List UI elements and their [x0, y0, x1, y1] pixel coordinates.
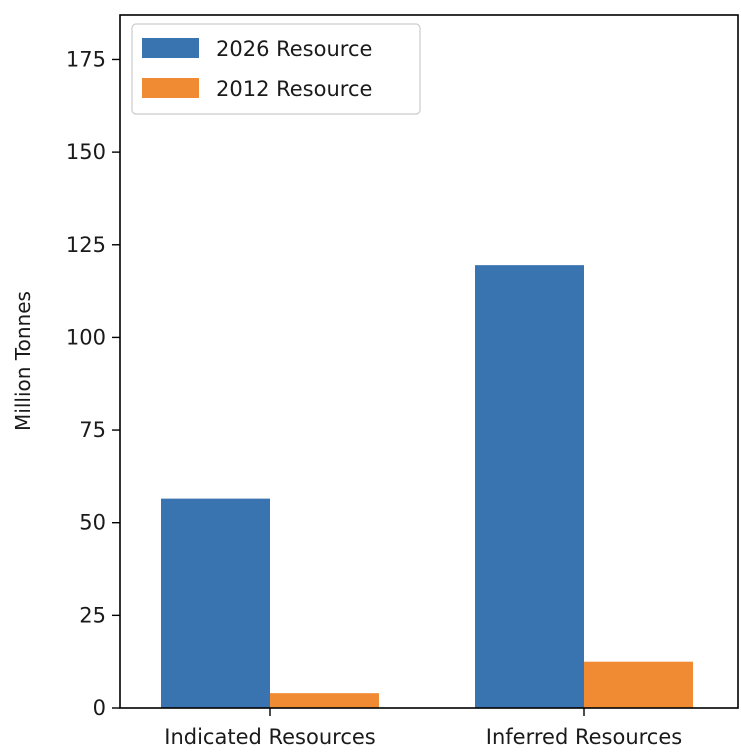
- legend-swatch: [142, 38, 199, 58]
- x-tick-label: Indicated Resources: [164, 725, 376, 749]
- y-axis: 0 25 50 75 100 125 150 175: [66, 47, 120, 720]
- y-tick-label: 125: [66, 233, 106, 257]
- bar-series-2012-indicated: [270, 693, 379, 708]
- plot-frame: [119, 14, 739, 709]
- y-tick-label: 75: [79, 418, 106, 442]
- legend-swatch: [142, 78, 199, 98]
- y-tick-label: 25: [79, 603, 106, 627]
- legend-label: 2026 Resource: [216, 37, 372, 61]
- y-tick-label: 150: [66, 140, 106, 164]
- legend-label: 2012 Resource: [216, 77, 372, 101]
- y-tick-label: 0: [93, 696, 106, 720]
- x-tick-label: Inferred Resources: [486, 725, 682, 749]
- y-tick-label: 175: [66, 47, 106, 71]
- y-axis-label: Million Tonnes: [11, 291, 35, 431]
- legend-box: [131, 23, 421, 115]
- bar-series-2026-inferred: [475, 265, 584, 708]
- legend: 2026 Resource 2012 Resource: [131, 23, 421, 115]
- bar-series-2026-indicated: [161, 498, 270, 708]
- y-tick-label: 100: [66, 325, 106, 349]
- x-axis: Indicated Resources Inferred Resources: [164, 708, 682, 749]
- bar-series-2012-inferred: [584, 661, 693, 708]
- y-tick-label: 50: [79, 511, 106, 535]
- bars-layer: [161, 265, 693, 708]
